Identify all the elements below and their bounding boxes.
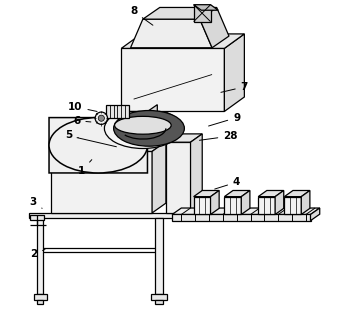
Polygon shape [130,19,212,48]
Circle shape [95,112,107,124]
Polygon shape [224,34,244,112]
Polygon shape [172,208,320,214]
Polygon shape [258,190,284,197]
Ellipse shape [115,116,171,134]
Polygon shape [151,294,167,300]
Polygon shape [194,5,211,22]
Polygon shape [258,197,275,214]
Polygon shape [51,142,166,151]
Polygon shape [121,49,224,112]
Text: 9: 9 [209,112,240,126]
Text: 8: 8 [130,6,153,25]
Text: 2: 2 [30,249,45,260]
Polygon shape [224,190,250,197]
Polygon shape [284,190,310,197]
Polygon shape [34,294,47,300]
Text: 7: 7 [221,82,248,92]
Polygon shape [194,197,211,214]
Polygon shape [191,134,202,213]
FancyBboxPatch shape [49,118,147,173]
Polygon shape [152,142,166,213]
Polygon shape [155,218,163,294]
Polygon shape [172,214,311,221]
Text: 1: 1 [78,160,92,176]
Polygon shape [166,142,191,213]
Polygon shape [37,300,44,304]
Polygon shape [155,300,163,304]
Polygon shape [143,7,217,19]
Circle shape [98,115,104,121]
Polygon shape [211,190,219,214]
Polygon shape [30,215,44,220]
Polygon shape [129,112,147,139]
Polygon shape [194,5,218,10]
Polygon shape [147,105,157,139]
Polygon shape [301,190,310,214]
Text: 5: 5 [65,129,78,139]
Text: 10: 10 [68,102,97,112]
Polygon shape [51,151,152,213]
Text: 4: 4 [215,177,240,189]
Polygon shape [166,134,202,142]
Polygon shape [200,7,229,48]
Ellipse shape [104,108,181,149]
Ellipse shape [49,118,147,173]
Polygon shape [284,197,301,214]
Text: 6: 6 [73,116,91,126]
Polygon shape [29,213,309,218]
Polygon shape [224,197,241,214]
Ellipse shape [114,111,185,146]
Text: 3: 3 [29,197,42,208]
Polygon shape [194,190,219,197]
Polygon shape [241,190,250,214]
Polygon shape [37,218,44,294]
Polygon shape [275,190,284,214]
Polygon shape [121,34,244,49]
Text: 28: 28 [199,131,238,141]
Polygon shape [106,105,129,118]
Polygon shape [311,208,320,221]
